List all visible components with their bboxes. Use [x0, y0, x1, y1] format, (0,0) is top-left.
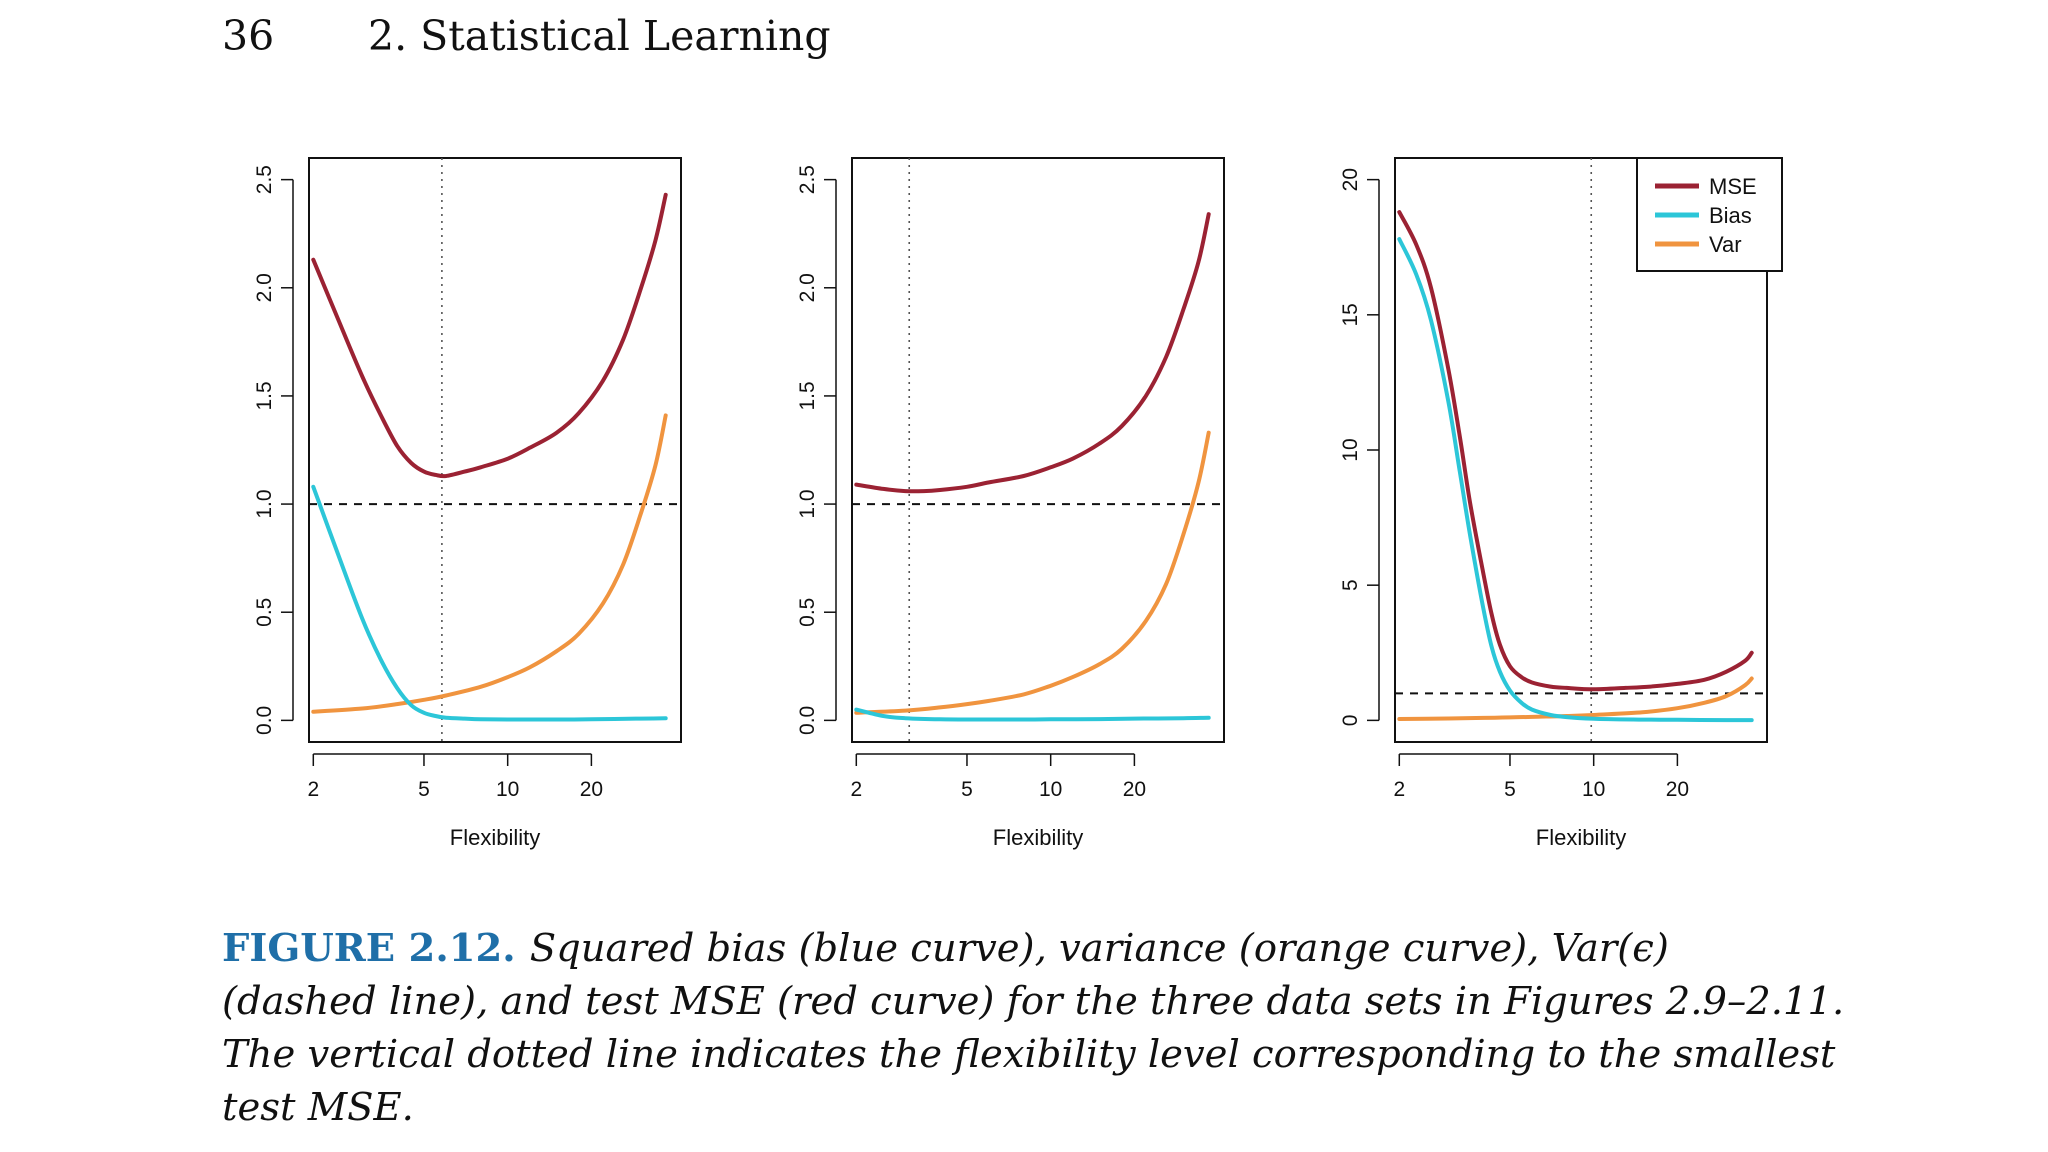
x-tick-label: 20 — [580, 778, 603, 801]
caption-line-4: test MSE. — [222, 1085, 414, 1130]
y-tick-label: 20 — [1339, 168, 1362, 191]
series-bias-curve — [854, 707, 1211, 722]
series-mse-curve — [854, 212, 1211, 494]
chapter-title: 2. Statistical Learning — [368, 12, 831, 60]
x-tick-label: 10 — [1582, 778, 1605, 801]
plot-frame — [851, 157, 1225, 743]
x-axis-label: Flexibility — [450, 825, 540, 850]
x-tick-label: 2 — [1393, 778, 1405, 801]
x-tick-label: 2 — [307, 778, 319, 801]
caption-label: FIGURE 2.12. — [222, 926, 516, 971]
plot-frame — [1394, 157, 1768, 743]
y-tick-label: 10 — [1339, 438, 1362, 461]
x-tick-label: 20 — [1123, 778, 1146, 801]
legend-label-var: Var — [1709, 232, 1742, 257]
x-tick-label: 10 — [1039, 778, 1062, 801]
panel-1: 0.0 0.5 1.0 1.5 2.0 2.5 2 5 10 20 Flexibility — [253, 157, 682, 850]
x-tick-label: 5 — [961, 778, 973, 801]
x-axis-label: Flexibility — [1536, 825, 1626, 850]
y-tick-label: 2.5 — [796, 165, 819, 194]
series-bias-curve — [1397, 237, 1754, 723]
x-tick-label: 5 — [418, 778, 430, 801]
series-var-curve — [1397, 676, 1754, 721]
x-tick-label: 10 — [496, 778, 519, 801]
caption-line-1: FIGURE 2.12. Squared bias (blue curve), v… — [222, 922, 1802, 975]
legend-label-mse: MSE — [1709, 174, 1757, 199]
y-tick-label: 2.0 — [796, 273, 819, 302]
x-tick-label: 2 — [850, 778, 862, 801]
y-tick-label: 0.5 — [796, 598, 819, 627]
figure-caption: FIGURE 2.12. Squared bias (blue curve), v… — [222, 922, 1845, 1134]
plot-frame — [308, 157, 682, 743]
y-tick-label: 1.5 — [796, 381, 819, 410]
y-tick-label: 1.0 — [253, 489, 276, 518]
panel-2: 0.0 0.5 1.0 1.5 2.0 2.5 2 5 10 20 Flexibility — [796, 157, 1225, 850]
series-bias-curve — [311, 484, 668, 722]
y-tick-label: 0.5 — [253, 598, 276, 627]
y-tick-label: 0.0 — [796, 706, 819, 735]
series-mse-curve — [311, 192, 668, 479]
caption-text-1: Squared bias (blue curve), variance (ora… — [529, 926, 1669, 971]
series-var-curve — [854, 430, 1211, 715]
legend: MSE Bias Var — [1636, 157, 1783, 272]
y-tick-label: 1.0 — [796, 489, 819, 518]
y-tick-label: 15 — [1339, 303, 1362, 326]
legend-label-bias: Bias — [1709, 203, 1752, 228]
y-tick-label: 0 — [1339, 715, 1362, 727]
series-mse-curve — [1397, 210, 1754, 692]
y-tick-label: 2.5 — [253, 165, 276, 194]
caption-line-2: (dashed line), and test MSE (red curve) … — [222, 979, 1845, 1024]
x-tick-label: 20 — [1666, 778, 1689, 801]
x-tick-label: 5 — [1504, 778, 1516, 801]
series-var-curve — [311, 413, 668, 714]
y-tick-label: 0.0 — [253, 706, 276, 735]
page-number: 36 — [222, 12, 275, 60]
y-tick-label: 1.5 — [253, 381, 276, 410]
y-tick-label: 2.0 — [253, 273, 276, 302]
y-tick-label: 5 — [1339, 579, 1362, 591]
x-axis-label: Flexibility — [993, 825, 1083, 850]
caption-line-3: The vertical dotted line indicates the f… — [222, 1032, 1836, 1077]
